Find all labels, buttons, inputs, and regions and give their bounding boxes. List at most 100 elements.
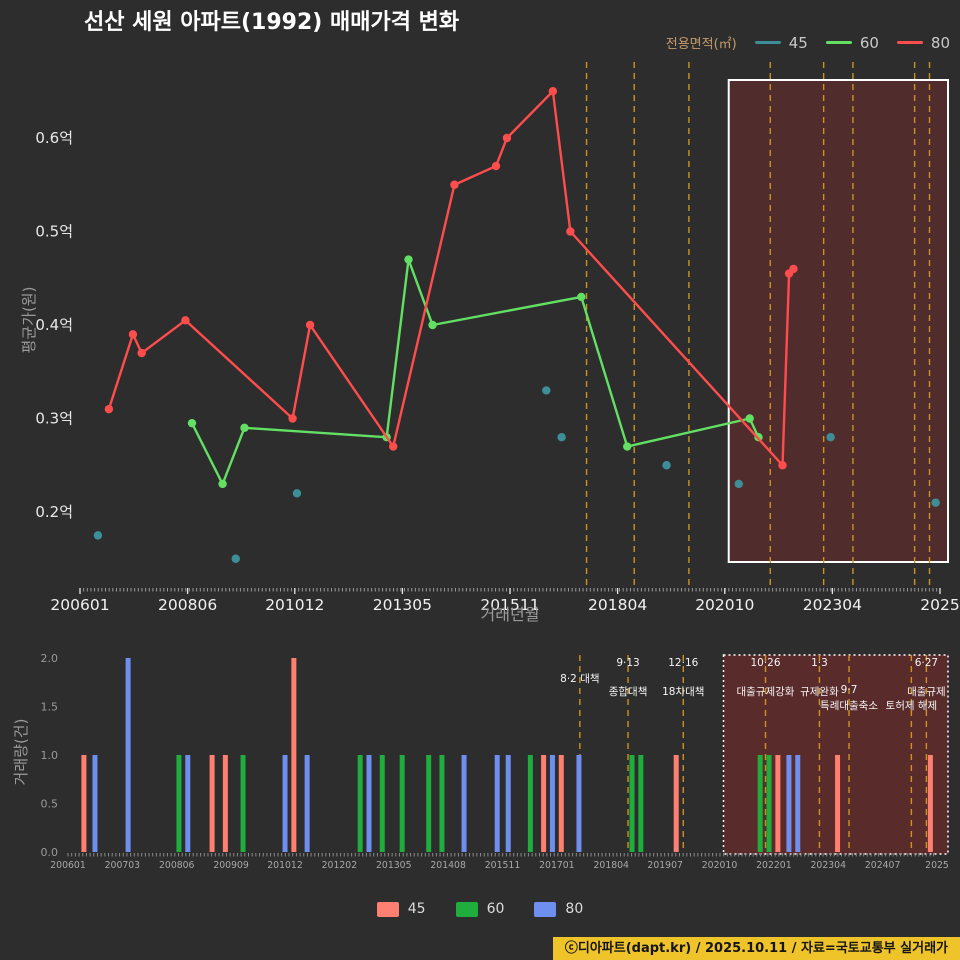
x-tick-label: 201012 <box>267 860 303 871</box>
data-point <box>826 433 835 442</box>
x-tick-label: 201305 <box>376 860 412 871</box>
volume-bar <box>576 755 582 852</box>
volume-bar <box>222 755 228 852</box>
volume-bar <box>176 755 182 852</box>
y-axis-title-price: 평균가(원) <box>20 286 38 354</box>
x-tick-label: 201511 <box>480 596 539 614</box>
legend-item-60: 60 <box>825 33 879 52</box>
data-point <box>789 264 798 274</box>
copyright-footer: ⓒ디아파트(dapt.kr) / 2025.10.11 / 자료=국토교통부 실… <box>552 937 960 960</box>
x-tick-label: 202010 <box>702 860 738 871</box>
data-point <box>542 386 551 395</box>
volume-legend-item-80: 80 <box>534 901 583 917</box>
y-tick-label: 1.5 <box>41 701 59 714</box>
data-point <box>231 554 240 563</box>
data-point <box>404 255 413 264</box>
x-tick-label: 201305 <box>373 596 432 614</box>
volume-bar <box>558 755 564 852</box>
x-tick-label: 202304 <box>803 596 862 614</box>
legend-line-swatch-45 <box>754 41 781 44</box>
volume-bar <box>494 755 500 852</box>
data-point <box>734 479 743 489</box>
volume-bar <box>366 755 372 852</box>
legend-square-swatch-45 <box>376 901 399 917</box>
volume-bar <box>673 755 679 852</box>
highlight-region-recent <box>727 79 949 563</box>
volume-legend-label-45: 45 <box>407 901 426 917</box>
x-axis-title: 거래년월 <box>480 605 540 624</box>
data-point <box>548 87 558 96</box>
data-point <box>104 404 114 414</box>
volume-bar <box>282 755 288 852</box>
x-tick-label: 201804 <box>593 860 629 871</box>
volume-legend-item-60: 60 <box>455 901 504 917</box>
volume-bar <box>379 755 385 852</box>
legend-label-60: 60 <box>859 33 879 52</box>
volume-bar <box>92 755 98 852</box>
x-tick-label: 201907 <box>647 860 683 871</box>
y-tick-label: 0.5억 <box>35 223 73 241</box>
series-45 <box>93 386 940 563</box>
x-tick-label: 202201 <box>756 860 792 871</box>
volume-bar <box>291 658 297 852</box>
legend-title: 전용면적(㎡) <box>665 37 737 52</box>
x-tick-label: 202304 <box>811 860 847 871</box>
x-tick-label: 200806 <box>159 860 195 871</box>
series-80 <box>104 87 798 470</box>
page-title: 선산 세원 아파트(1992) 매매가격 변화 <box>84 10 460 35</box>
volume-bar <box>757 755 763 852</box>
data-point <box>137 348 146 358</box>
legend-square-swatch-80 <box>534 901 557 917</box>
volume-bar-chart: 200601 200703 200806 200909 201012 201202 2013… <box>41 652 949 871</box>
legend-line-swatch-80 <box>896 41 923 44</box>
x-tick-label: 201511 <box>485 860 521 871</box>
legend-label-80: 80 <box>930 33 950 52</box>
legend-square-swatch-60 <box>455 901 478 917</box>
x-tick-label: 201202 <box>322 860 358 871</box>
data-point <box>305 320 315 330</box>
price-line-chart: 200601 200806 201012 201305 201511 201804 2020… <box>35 62 960 614</box>
volume-bar <box>775 755 781 852</box>
data-point <box>931 498 940 507</box>
x-tick-label: 202010 <box>695 596 754 614</box>
x-tick-label: 200806 <box>158 596 217 614</box>
volume-bar <box>240 755 246 852</box>
data-point <box>502 133 512 143</box>
data-point <box>450 180 459 189</box>
data-point <box>128 330 138 339</box>
x-tick-label: 200601 <box>50 860 86 871</box>
volume-legend-label-80: 80 <box>565 901 584 917</box>
volume-bar <box>185 755 191 852</box>
x-tick-label: 201012 <box>265 596 324 614</box>
volume-bar <box>549 755 555 852</box>
legend-label-45: 45 <box>788 33 808 52</box>
y-tick-label: 0.4억 <box>35 316 73 334</box>
volume-bar <box>541 755 547 852</box>
data-point <box>577 292 586 302</box>
volume-bar <box>927 755 933 852</box>
volume-bar <box>786 755 792 852</box>
volume-bar <box>505 755 511 852</box>
data-point <box>187 418 197 428</box>
volume-bar <box>835 755 841 852</box>
y-axis-title-volume: 거래량(건) <box>12 718 30 786</box>
x-tick-label: 200601 <box>50 596 109 614</box>
volume-bar <box>426 755 432 852</box>
x-tick-label: 200909 <box>213 860 249 871</box>
volume-bar <box>638 755 644 852</box>
y-tick-label: 0.2억 <box>35 503 73 521</box>
volume-bar <box>795 755 801 852</box>
y-tick-label: 2.0 <box>41 652 59 665</box>
area-legend: 전용면적(㎡) 45 60 80 <box>665 33 950 53</box>
data-point <box>778 461 787 470</box>
x-tick-label: 201804 <box>588 596 647 614</box>
volume-bar <box>766 755 772 852</box>
legend-item-80: 80 <box>896 33 950 52</box>
data-point <box>218 479 227 489</box>
data-point <box>428 320 437 330</box>
data-point <box>662 461 671 470</box>
volume-bar <box>399 755 405 852</box>
x-tick-label: 2025 <box>925 860 949 871</box>
